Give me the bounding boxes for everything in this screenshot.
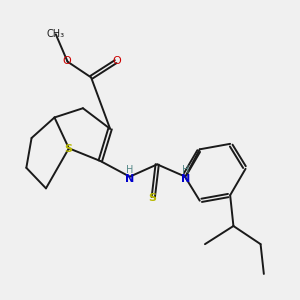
- Text: N: N: [125, 174, 134, 184]
- Text: S: S: [148, 193, 157, 203]
- Text: N: N: [181, 174, 190, 184]
- Text: O: O: [62, 56, 71, 66]
- Text: CH₃: CH₃: [47, 29, 65, 39]
- Text: O: O: [112, 56, 121, 66]
- Text: H: H: [126, 165, 134, 175]
- Text: S: S: [64, 144, 72, 154]
- Text: H: H: [182, 165, 189, 175]
